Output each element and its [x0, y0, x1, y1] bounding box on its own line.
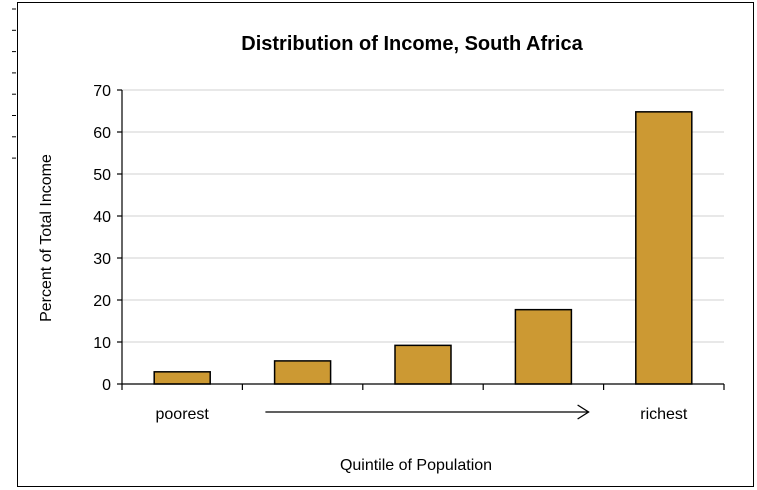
y-tick-label: 50	[93, 167, 111, 184]
arrow-head	[577, 404, 590, 420]
y-tick-label: 40	[93, 209, 111, 226]
y-axis-label: Percent of Total Income	[38, 154, 55, 322]
bar	[635, 111, 693, 385]
chart-title: Distribution of Income, South Africa	[241, 33, 583, 55]
bar	[394, 344, 452, 385]
bars	[153, 111, 693, 385]
y-tick-label: 20	[93, 293, 111, 310]
progression-arrow	[265, 404, 590, 420]
x-category-labels: poorest richest	[156, 406, 688, 423]
chart-frame	[17, 2, 754, 487]
x-category-label: richest	[640, 406, 688, 423]
y-tick-label: 30	[93, 251, 111, 268]
bar	[514, 308, 573, 385]
y-tick-label: 0	[102, 377, 111, 394]
y-tick-label: 60	[93, 125, 111, 142]
y-tick-label: 70	[93, 83, 111, 100]
left-edge-tick-marks	[12, 8, 16, 159]
y-tick-labels: 0 10 20 30 40 50 60 70	[93, 83, 111, 394]
bar	[153, 371, 211, 385]
x-category-label: poorest	[156, 406, 210, 423]
y-tick-label: 10	[93, 335, 111, 352]
x-axis-label: Quintile of Population	[340, 457, 492, 474]
bar	[273, 360, 332, 385]
axes	[117, 89, 725, 390]
gridlines	[122, 89, 724, 343]
